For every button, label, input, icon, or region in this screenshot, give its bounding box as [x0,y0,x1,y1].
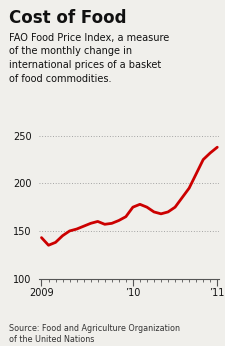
Text: Source: Food and Agriculture Organization
of the United Nations: Source: Food and Agriculture Organizatio… [9,324,180,344]
Text: Cost of Food: Cost of Food [9,9,126,27]
Text: FAO Food Price Index, a measure
of the monthly change in
international prices of: FAO Food Price Index, a measure of the m… [9,33,169,84]
